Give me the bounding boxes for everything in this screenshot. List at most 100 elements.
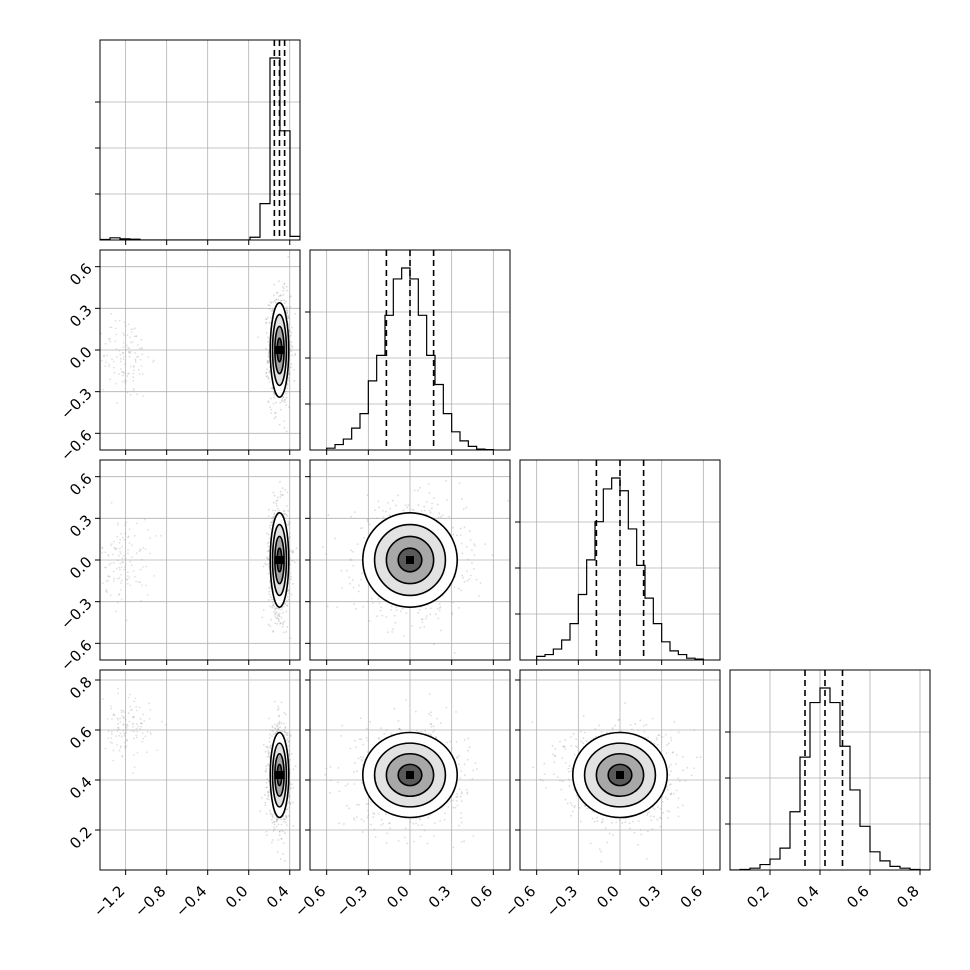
sample-point — [414, 710, 417, 713]
sample-point — [353, 603, 356, 606]
sample-point — [266, 746, 269, 749]
sample-point — [459, 534, 462, 537]
sample-point — [107, 554, 110, 556]
sample-point — [265, 348, 268, 350]
sample-point — [403, 836, 406, 839]
sample-point — [354, 762, 357, 764]
sample-point — [263, 793, 266, 796]
sample-point — [287, 815, 290, 817]
sample-point — [127, 549, 129, 551]
sample-point — [468, 746, 471, 749]
sample-point — [280, 399, 283, 402]
sample-point — [507, 499, 510, 502]
sample-point — [116, 559, 119, 562]
sample-point — [116, 726, 119, 729]
sample-point — [124, 747, 127, 749]
contour-line — [373, 523, 447, 597]
sample-point — [282, 510, 285, 512]
sample-point — [110, 707, 113, 710]
sample-point — [278, 509, 281, 512]
sample-point — [274, 412, 277, 414]
sample-point — [267, 764, 270, 767]
sample-point — [149, 537, 152, 540]
sample-point — [104, 747, 107, 750]
sample-point — [277, 728, 279, 731]
sample-point — [278, 723, 281, 725]
sample-point — [413, 489, 416, 492]
sample-point — [361, 527, 364, 529]
sample-point — [453, 651, 456, 654]
sample-point — [355, 816, 358, 819]
sample-point — [267, 791, 270, 793]
sample-point — [116, 535, 119, 538]
sample-point — [100, 332, 102, 335]
sample-point — [131, 544, 133, 547]
sample-point — [137, 369, 140, 371]
x-tick-label: 0.4 — [263, 882, 293, 912]
sample-point — [134, 352, 137, 354]
sample-point — [291, 551, 294, 554]
sample-point — [141, 373, 144, 376]
sample-point — [127, 552, 129, 555]
sample-point — [136, 736, 138, 739]
sample-point — [128, 693, 131, 696]
sample-point — [268, 580, 271, 582]
sample-point — [274, 723, 276, 726]
sample-point — [267, 563, 270, 565]
sample-point — [287, 314, 290, 317]
sample-point — [266, 755, 269, 758]
sample-point — [96, 332, 98, 334]
sample-point — [142, 713, 144, 716]
sample-point — [103, 354, 105, 357]
sample-point — [123, 379, 126, 382]
sample-point — [119, 360, 122, 363]
sample-point — [338, 790, 341, 793]
contour-line — [271, 313, 288, 387]
sample-point — [288, 749, 290, 752]
sample-point — [428, 693, 431, 696]
sample-point — [452, 806, 455, 809]
sample-point — [280, 701, 283, 704]
sample-point — [290, 363, 293, 366]
sample-point — [144, 548, 147, 551]
sample-point — [125, 739, 128, 742]
sample-point — [355, 746, 357, 749]
sample-point — [102, 698, 105, 700]
y-tick-label: −0.6 — [57, 426, 95, 464]
sample-point — [451, 747, 453, 749]
sample-point — [267, 508, 270, 511]
sample-point — [133, 335, 136, 338]
sample-point — [397, 840, 400, 842]
sample-point — [120, 598, 123, 601]
sample-point — [109, 705, 112, 708]
sample-point — [420, 730, 423, 733]
sample-point — [395, 609, 398, 611]
sample-point — [279, 730, 282, 732]
sample-point — [457, 606, 460, 609]
sample-point — [144, 584, 147, 587]
sample-point — [283, 728, 286, 731]
sample-point — [269, 812, 272, 815]
sample-point — [118, 734, 121, 737]
sample-point — [273, 294, 275, 297]
sample-point — [385, 842, 388, 844]
sample-point — [398, 727, 401, 730]
sample-point — [429, 714, 432, 717]
sample-point — [429, 613, 432, 616]
sample-point — [120, 370, 123, 373]
sample-point — [445, 706, 448, 709]
sample-point — [391, 499, 394, 502]
sample-point — [266, 368, 268, 371]
sample-point — [109, 326, 112, 329]
sample-point — [274, 622, 277, 625]
sample-point — [123, 711, 126, 714]
sample-point — [435, 736, 438, 739]
sample-point — [357, 590, 360, 593]
sample-point — [152, 360, 154, 363]
sample-point — [277, 708, 280, 710]
sample-point — [459, 527, 462, 530]
sample-point — [143, 518, 146, 521]
sample-point — [137, 355, 140, 358]
sample-point — [141, 353, 144, 356]
sample-point — [434, 613, 437, 616]
